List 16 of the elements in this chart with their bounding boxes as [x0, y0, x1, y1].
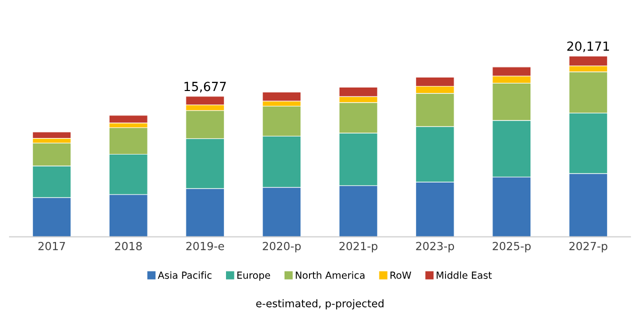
annotation: 20,171: [567, 41, 609, 52]
legend-label: Europe: [237, 272, 270, 281]
x-tick-label: 2017: [38, 242, 65, 250]
x-tick-label: 2018: [115, 242, 142, 250]
legend-label: North America: [296, 271, 364, 279]
legend-label: Middle East: [436, 271, 492, 279]
x-tick-label: 2021-p: [339, 242, 378, 252]
x-tick-label: 2020-p: [262, 242, 301, 252]
annotation: 15,677: [184, 82, 226, 92]
x-tick-label: 2023-p: [416, 242, 454, 252]
legend-label: Asia Pacific: [158, 271, 212, 279]
text: e-estimated, p-projected: [256, 299, 384, 310]
legend-label: RoW: [390, 272, 412, 279]
x-tick-label: 2025-p: [492, 242, 531, 252]
x-tick-label: 2019-e: [186, 242, 224, 250]
x-tick-label: 2027-p: [569, 242, 608, 252]
